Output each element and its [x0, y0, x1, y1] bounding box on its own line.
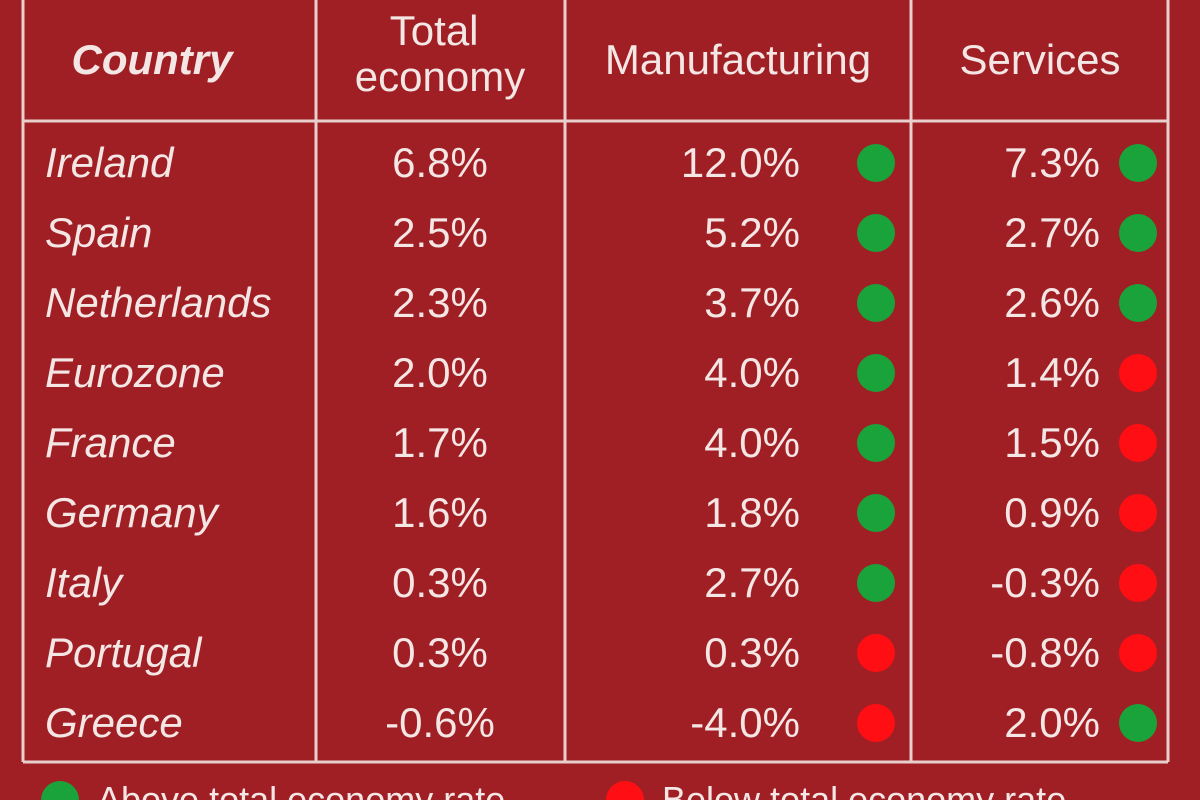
services-above-dot	[1119, 144, 1157, 182]
manufacturing-below-dot	[857, 634, 895, 672]
row-total-economy: 2.5%	[392, 209, 488, 256]
header-total-economy-line2: economy	[355, 53, 525, 100]
row-country: France	[45, 419, 176, 466]
manufacturing-above-dot	[857, 564, 895, 602]
row-services: 1.4%	[1004, 349, 1100, 396]
row-country: Ireland	[45, 139, 175, 186]
row-country: Italy	[45, 559, 125, 606]
table-row: Spain 2.5% 5.2% 2.7%	[45, 209, 1157, 256]
header-total-economy: Total economy	[355, 7, 525, 100]
row-manufacturing: 0.3%	[704, 629, 800, 676]
row-country: Germany	[45, 489, 221, 536]
row-manufacturing: 1.8%	[704, 489, 800, 536]
header-manufacturing: Manufacturing	[605, 36, 871, 83]
services-above-dot	[1119, 284, 1157, 322]
row-total-economy: 0.3%	[392, 629, 488, 676]
row-manufacturing: 3.7%	[704, 279, 800, 326]
row-total-economy: 6.8%	[392, 139, 488, 186]
services-below-dot	[1119, 634, 1157, 672]
row-services: -0.8%	[990, 629, 1100, 676]
services-below-dot	[1119, 354, 1157, 392]
row-country: Netherlands	[45, 279, 271, 326]
row-total-economy: 0.3%	[392, 559, 488, 606]
manufacturing-below-dot	[857, 704, 895, 742]
row-manufacturing: -4.0%	[690, 699, 800, 746]
manufacturing-above-dot	[857, 424, 895, 462]
row-services: -0.3%	[990, 559, 1100, 606]
row-total-economy: 1.6%	[392, 489, 488, 536]
manufacturing-above-dot	[857, 284, 895, 322]
row-manufacturing: 2.7%	[704, 559, 800, 606]
row-total-economy: 2.0%	[392, 349, 488, 396]
table-header: Country Total economy Manufacturing Serv…	[72, 7, 1121, 100]
row-manufacturing: 4.0%	[704, 419, 800, 466]
row-services: 1.5%	[1004, 419, 1100, 466]
row-country: Spain	[45, 209, 152, 256]
row-manufacturing: 12.0%	[681, 139, 800, 186]
manufacturing-above-dot	[857, 214, 895, 252]
table-row: Greece -0.6% -4.0% 2.0%	[45, 699, 1157, 746]
table-row: Eurozone 2.0% 4.0% 1.4%	[45, 349, 1157, 396]
table-row: France 1.7% 4.0% 1.5%	[45, 419, 1157, 466]
row-manufacturing: 5.2%	[704, 209, 800, 256]
row-total-economy: 2.3%	[392, 279, 488, 326]
services-above-dot	[1119, 704, 1157, 742]
row-services: 2.6%	[1004, 279, 1100, 326]
header-total-economy-line1: Total	[390, 7, 479, 54]
table-row: Portugal 0.3% 0.3% -0.8%	[45, 629, 1157, 676]
header-services: Services	[959, 36, 1120, 83]
legend-label: Below total economy rate	[662, 779, 1066, 800]
legend-dot	[606, 781, 644, 800]
row-services: 7.3%	[1004, 139, 1100, 186]
legend-dot	[41, 781, 79, 800]
table-grid	[21, 0, 1170, 764]
services-below-dot	[1119, 494, 1157, 532]
manufacturing-above-dot	[857, 354, 895, 392]
services-above-dot	[1119, 214, 1157, 252]
row-manufacturing: 4.0%	[704, 349, 800, 396]
services-below-dot	[1119, 424, 1157, 462]
row-total-economy: 1.7%	[392, 419, 488, 466]
services-below-dot	[1119, 564, 1157, 602]
legend-label: Above total economy rate	[97, 779, 505, 800]
manufacturing-above-dot	[857, 144, 895, 182]
manufacturing-above-dot	[857, 494, 895, 532]
row-country: Portugal	[45, 629, 203, 676]
row-services: 2.7%	[1004, 209, 1100, 256]
legend: Above total economy rate Below total econ…	[41, 779, 1066, 800]
header-country: Country	[72, 36, 236, 83]
table-row: Italy 0.3% 2.7% -0.3%	[45, 559, 1157, 606]
table-row: Ireland 6.8% 12.0% 7.3%	[45, 139, 1157, 186]
row-total-economy: -0.6%	[385, 699, 495, 746]
row-services: 0.9%	[1004, 489, 1100, 536]
row-country: Greece	[45, 699, 183, 746]
row-services: 2.0%	[1004, 699, 1100, 746]
row-country: Eurozone	[45, 349, 225, 396]
table-row: Germany 1.6% 1.8% 0.9%	[45, 489, 1157, 536]
table-row: Netherlands 2.3% 3.7% 2.6%	[45, 279, 1157, 326]
table-body: Ireland 6.8% 12.0% 7.3% Spain 2.5% 5.2% 2.7% Net…	[45, 139, 1157, 746]
